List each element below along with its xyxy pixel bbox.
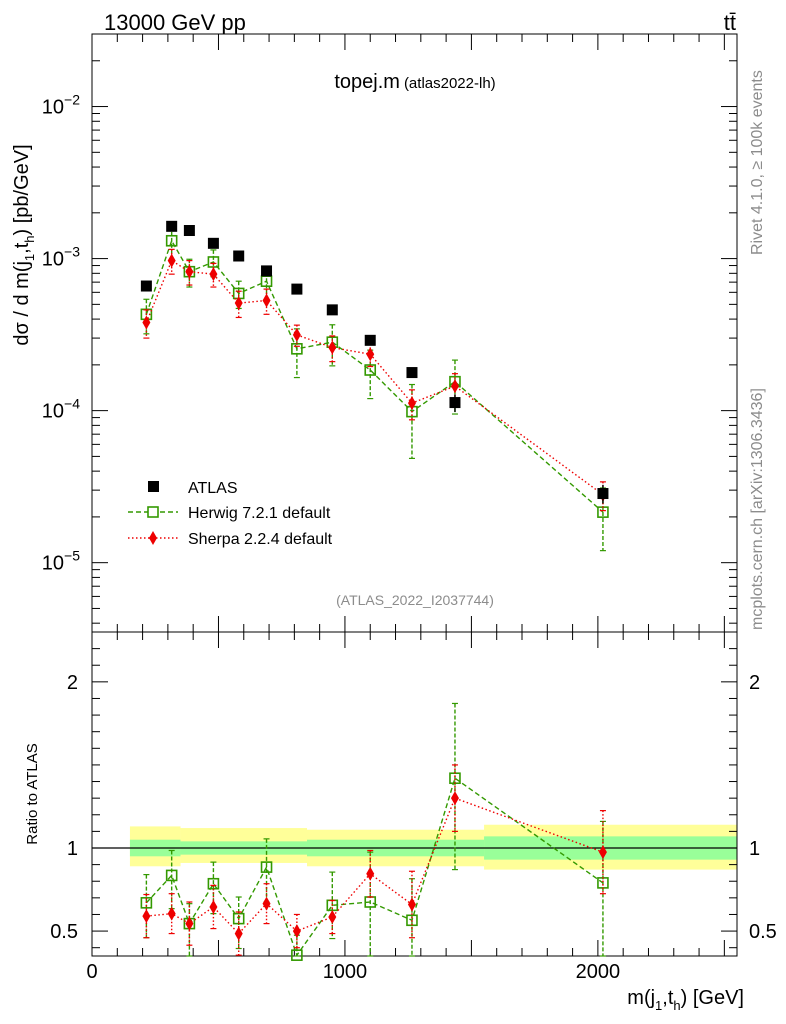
legend-label-atlas: ATLAS xyxy=(188,480,238,497)
atlas-point xyxy=(183,225,195,237)
atlas-point xyxy=(597,488,609,500)
sherpa-point xyxy=(185,264,194,279)
x-tick-label: 2000 xyxy=(576,961,621,983)
atlas-point xyxy=(326,304,338,316)
main-y-axis-label: dσ / d m(j1,th) [pb/GeV] xyxy=(11,144,37,345)
main-axis-ticks xyxy=(91,33,737,632)
ratio-panel: Ratio to ATLAS 0.5 0.5 1 1 2 2 0 1000 2000 m(j1… xyxy=(24,631,777,1013)
x-tick-label: 1000 xyxy=(323,961,368,983)
atlas-point xyxy=(291,283,303,295)
x-tick-labels: 0 1000 2000 xyxy=(86,961,620,983)
legend-marker-sherpa xyxy=(149,531,157,545)
main-series xyxy=(140,220,609,552)
ratio-y-tick-labels: 0.5 0.5 1 1 2 2 xyxy=(50,672,777,943)
mcplots-label: mcplots.cern.ch [arXiv:1306.3436] xyxy=(749,388,766,630)
herwig-line xyxy=(145,239,604,513)
ratio-y-axis-label: Ratio to ATLAS xyxy=(24,743,41,844)
herwig-point xyxy=(165,869,178,882)
ratio-y-tick-label-right: 1 xyxy=(749,838,760,860)
sherpa-point xyxy=(262,896,271,911)
atlas-point xyxy=(449,397,461,409)
sherpa-point xyxy=(209,267,218,282)
sherpa-point xyxy=(366,866,375,881)
legend-label-sherpa: Sherpa 2.2.4 default xyxy=(188,531,333,548)
sherpa-point xyxy=(328,909,337,924)
sherpa-line xyxy=(145,259,604,496)
sherpa-point xyxy=(234,926,243,941)
atlas-point xyxy=(140,280,152,292)
energy-label: 13000 GeV pp xyxy=(104,10,246,35)
series-herwig xyxy=(140,702,609,961)
legend-entry-atlas: ATLAS xyxy=(148,480,238,497)
sherpa-point xyxy=(292,924,301,939)
atlas-point xyxy=(207,237,219,249)
herwig-point xyxy=(260,861,273,873)
sherpa-point xyxy=(407,897,416,912)
legend-entry-herwig: Herwig 7.2.1 default xyxy=(128,505,331,522)
herwig-point xyxy=(165,234,178,247)
atlas-point xyxy=(261,265,273,277)
sherpa-point xyxy=(262,293,271,308)
atlas-point xyxy=(364,334,376,346)
ratio-axis-ticks xyxy=(91,632,737,956)
legend-marker-herwig xyxy=(147,506,159,518)
ratio-y-tick-label-left: 1 xyxy=(67,838,78,860)
sherpa-point xyxy=(185,916,194,931)
sherpa-point xyxy=(407,396,416,411)
sherpa-line xyxy=(146,797,604,935)
herwig-point xyxy=(140,897,153,909)
sherpa-point xyxy=(328,340,337,355)
main-y-tick-labels: 10−5 10−4 10−3 10−2 xyxy=(42,92,80,575)
ratio-uncertainty-bands xyxy=(92,824,737,870)
legend: ATLAS Herwig 7.2.1 default Sherpa 2.2.4 … xyxy=(128,480,333,548)
plot-title: topej.m (atlas2022-lh) xyxy=(334,71,495,93)
ratio-y-tick-label-right: 2 xyxy=(749,672,760,694)
process-label: tt̄ xyxy=(724,10,736,35)
herwig-point xyxy=(406,914,418,927)
sherpa-point xyxy=(292,327,301,342)
x-tick-label: 0 xyxy=(86,961,97,983)
sherpa-point xyxy=(167,906,176,921)
ratio-y-tick-label-left: 2 xyxy=(67,672,78,694)
atlas-point xyxy=(166,220,178,232)
sherpa-point xyxy=(366,347,375,362)
atlas-point xyxy=(233,250,245,262)
atlas-point xyxy=(406,367,418,379)
x-axis-label: m(j1,th) [GeV] xyxy=(627,987,744,1013)
ratio-y-tick-label-right: 0.5 xyxy=(749,921,777,943)
analysis-watermark: (ATLAS_2022_I2037744) xyxy=(336,592,494,608)
herwig-line xyxy=(145,777,604,957)
sherpa-point xyxy=(167,253,176,268)
sherpa-point xyxy=(142,909,151,924)
series-sherpa xyxy=(142,764,607,956)
sherpa-point xyxy=(142,315,151,330)
legend-marker-atlas xyxy=(148,481,159,492)
sherpa-point xyxy=(450,791,459,806)
series-sherpa xyxy=(142,248,607,512)
sherpa-point xyxy=(209,899,218,914)
main-y-tick-label: 10−5 xyxy=(42,548,80,575)
main-y-tick-label: 10−4 xyxy=(42,396,80,423)
herwig-point xyxy=(207,877,220,890)
sherpa-point xyxy=(234,296,243,311)
ratio-y-tick-label-left: 0.5 xyxy=(50,921,78,943)
herwig-point xyxy=(291,949,303,961)
legend-label-herwig: Herwig 7.2.1 default xyxy=(188,505,331,522)
main-y-tick-label: 10−3 xyxy=(42,244,80,271)
rivet-version-label: Rivet 4.1.0, ≥ 100k events xyxy=(749,70,766,255)
main-panel: topej.m (atlas2022-lh) (ATLAS_2022_I20377… xyxy=(11,33,738,633)
main-y-tick-label: 10−2 xyxy=(42,92,80,119)
ratio-series xyxy=(140,702,609,961)
sherpa-point xyxy=(450,379,459,394)
sherpa-point xyxy=(598,845,607,860)
legend-entry-sherpa: Sherpa 2.2.4 default xyxy=(128,531,333,548)
series-atlas xyxy=(140,220,609,504)
